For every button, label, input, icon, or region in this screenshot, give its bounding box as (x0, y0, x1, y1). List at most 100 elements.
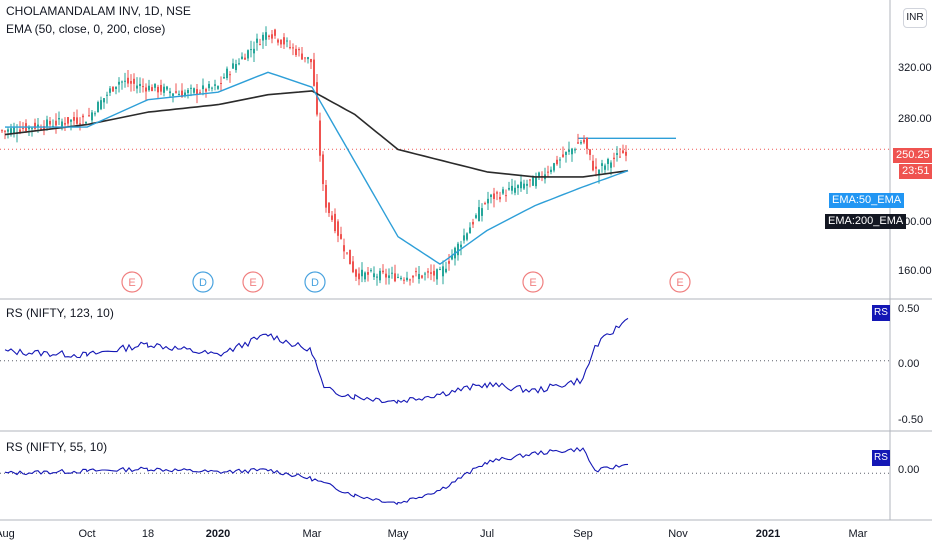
candle-body (142, 86, 144, 88)
candle-body (4, 130, 6, 132)
x-tick: Nov (668, 528, 688, 540)
candle-body (307, 57, 309, 60)
candle-body (211, 87, 213, 89)
candle-body (322, 154, 324, 185)
candle-body (19, 129, 21, 133)
candle-body (61, 121, 63, 128)
ema200-line (4, 90, 629, 178)
candle-body (610, 162, 612, 168)
rs2-tick: 0.00 (898, 464, 920, 476)
candle-body (616, 153, 618, 155)
candle-body (244, 57, 246, 60)
candle-body (487, 198, 489, 204)
candle-body (496, 192, 498, 194)
rs2-line (4, 446, 629, 506)
candle-body (292, 47, 294, 49)
candle-body (400, 277, 402, 280)
candle-body (553, 163, 555, 171)
candle-body (349, 249, 351, 265)
x-tick: Mar (848, 528, 868, 540)
price-tick: 200.00 (898, 216, 932, 228)
candle-body (556, 159, 558, 165)
candle-body (100, 100, 102, 110)
dividend-marker-icon (304, 271, 326, 293)
candle-body (109, 88, 111, 93)
candle-body (190, 87, 192, 89)
candle-body (562, 154, 564, 157)
candle-body (28, 126, 30, 130)
candle-body (370, 270, 372, 272)
candle-body (157, 86, 159, 93)
candle-body (376, 276, 378, 278)
candle-body (574, 149, 576, 151)
candle-body (421, 275, 423, 278)
candle-body (478, 207, 480, 221)
candle-body (115, 86, 117, 89)
candle-body (202, 85, 204, 90)
candle-body (241, 56, 243, 59)
candle-body (37, 124, 39, 128)
event-marker-label: E (529, 277, 536, 289)
candle-body (226, 68, 228, 79)
candle-body (424, 273, 426, 275)
candle-body (394, 273, 396, 282)
candle-body (493, 193, 495, 199)
candle-body (229, 74, 231, 76)
candle-body (532, 176, 534, 186)
candle-body (484, 203, 486, 205)
candle-body (565, 151, 567, 155)
candle-body (364, 272, 366, 280)
candle-body (112, 86, 114, 92)
candle-body (181, 90, 183, 98)
x-tick: Oct (78, 528, 96, 540)
candle-body (82, 115, 84, 118)
candle-body (223, 77, 225, 79)
candle-body (427, 271, 429, 273)
earnings-marker-icon (242, 271, 264, 293)
candle-body (409, 279, 411, 281)
candle-body (580, 142, 582, 144)
candle-body (31, 128, 33, 130)
candle-body (265, 32, 267, 40)
candle-body (490, 194, 492, 198)
ema-legend: EMA (50, close, 0, 200, close) (6, 22, 166, 36)
candle-body (298, 49, 300, 51)
candle-body (262, 34, 264, 41)
candle-body (151, 87, 153, 92)
candle-body (124, 80, 126, 82)
candle-body (508, 187, 510, 190)
candle-body (586, 137, 588, 149)
candle-body (397, 276, 399, 278)
candle-body (340, 234, 342, 239)
candle-body (547, 171, 549, 173)
candle-body (625, 151, 627, 156)
candle-body (271, 34, 273, 39)
candle-body (169, 91, 171, 94)
candle-body (559, 159, 561, 161)
candle-body (352, 261, 354, 273)
candle-body (40, 128, 42, 130)
candle-body (13, 127, 15, 134)
candle-body (73, 117, 75, 121)
candle-body (166, 86, 168, 90)
currency-button[interactable]: INR (903, 8, 927, 28)
countdown-tag: 23:51 (899, 164, 932, 179)
candle-body (277, 39, 279, 43)
event-marker-label: E (128, 277, 135, 289)
candle-body (589, 149, 591, 155)
candle-body (301, 53, 303, 60)
candle-body (415, 271, 417, 273)
candle-body (286, 40, 288, 42)
candle-body (577, 142, 579, 144)
candle-body (34, 122, 36, 129)
candle-body (172, 93, 174, 96)
candle-body (76, 117, 78, 124)
candle-body (259, 44, 261, 46)
candle-body (55, 120, 57, 126)
candle-body (355, 269, 357, 277)
candle-body (178, 93, 180, 96)
candle-body (97, 102, 99, 113)
event-marker-label: E (676, 277, 683, 289)
candle-body (367, 272, 369, 275)
